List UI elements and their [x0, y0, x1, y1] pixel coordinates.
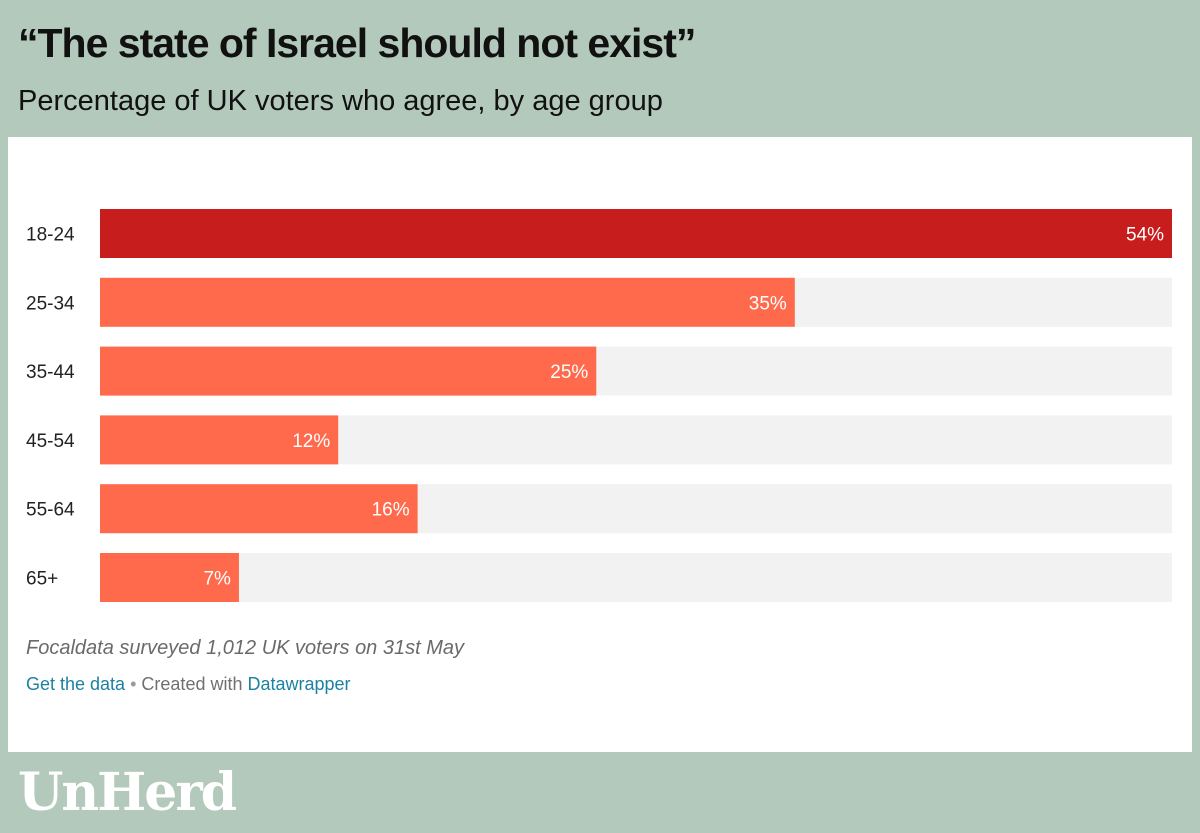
category-label: 25-34	[26, 293, 75, 314]
bar	[100, 553, 239, 602]
bar-track	[100, 553, 1172, 602]
source-note: Focaldata surveyed 1,012 UK voters on 31…	[26, 637, 465, 659]
value-label: 25%	[550, 362, 588, 383]
bar	[100, 346, 597, 396]
value-label: 35%	[749, 293, 787, 314]
chart-subtitle: Percentage of UK voters who agree, by ag…	[18, 85, 663, 117]
created-with-text: Created with	[141, 674, 243, 694]
value-label: 12%	[292, 431, 330, 452]
bar	[100, 484, 418, 534]
value-label: 7%	[203, 569, 231, 590]
datawrapper-link[interactable]: Datawrapper	[247, 674, 351, 694]
credits-separator: •	[130, 674, 137, 694]
bar	[100, 209, 1172, 258]
bar	[100, 277, 795, 327]
get-the-data-link[interactable]: Get the data	[26, 674, 126, 694]
value-label: 54%	[1126, 225, 1164, 246]
value-label: 16%	[372, 500, 410, 521]
unherd-logo: UnHerd	[18, 762, 237, 823]
category-label: 55-64	[26, 500, 75, 521]
category-label: 35-44	[26, 362, 75, 383]
bar	[100, 415, 339, 465]
bar-chart: 18-24 54% 25-34 35% 35-44 25% 45-54 12% 55-64 16%…	[26, 209, 1172, 602]
chart-card: 18-24 54% 25-34 35% 35-44 25% 45-54 12% 55-64 16%…	[8, 137, 1192, 752]
credits: Get the data • Created with Datawrapper	[26, 674, 351, 695]
category-label: 65+	[26, 569, 58, 590]
chart-title: “The state of Israel should not exist”	[18, 20, 696, 66]
category-label: 18-24	[26, 225, 75, 246]
category-label: 45-54	[26, 431, 75, 452]
